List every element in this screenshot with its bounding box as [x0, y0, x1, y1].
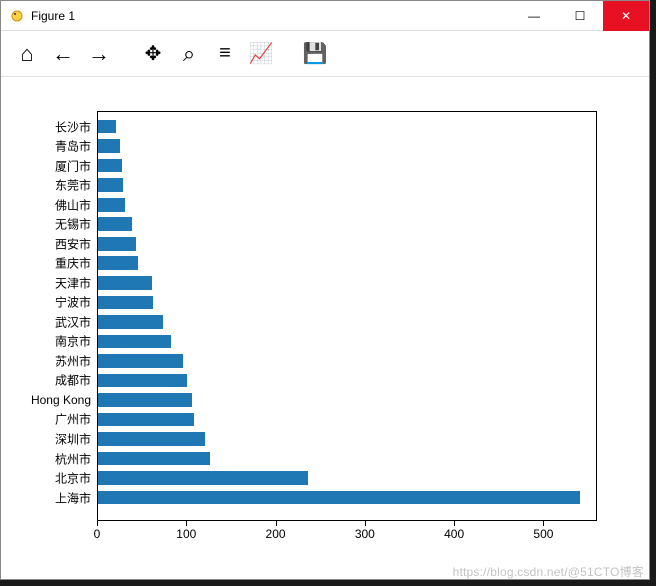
- x-axis-label: 500: [533, 527, 553, 541]
- figure-window: Figure 1 — ☐ ✕ ⌂←→ ✥⌕≡📈 💾 长沙市青岛市厦门市东莞市佛山市无…: [0, 0, 650, 580]
- y-axis-label: 南京市: [17, 333, 91, 350]
- window-controls: — ☐ ✕: [511, 1, 649, 30]
- x-axis-label: 400: [444, 527, 464, 541]
- bar: [98, 276, 152, 290]
- y-axis-label: 长沙市: [17, 118, 91, 135]
- y-axis-label: 佛山市: [17, 196, 91, 213]
- y-axis-label: 广州市: [17, 411, 91, 428]
- bar: [98, 452, 210, 466]
- bar: [98, 159, 122, 173]
- bar: [98, 217, 132, 231]
- y-axis-label: 北京市: [17, 470, 91, 487]
- bar: [98, 256, 138, 270]
- back-icon[interactable]: ←: [45, 36, 81, 72]
- bar: [98, 120, 116, 134]
- minimize-button[interactable]: —: [511, 1, 557, 31]
- bar-chart: 长沙市青岛市厦门市东莞市佛山市无锡市西安市重庆市天津市宁波市武汉市南京市苏州市成…: [17, 99, 613, 551]
- y-axis-label: 成都市: [17, 372, 91, 389]
- y-axis-label: 天津市: [17, 274, 91, 291]
- y-axis-label: 重庆市: [17, 255, 91, 272]
- y-axis-label: 杭州市: [17, 450, 91, 467]
- y-axis-label: 青岛市: [17, 138, 91, 155]
- y-axis-label: 无锡市: [17, 216, 91, 233]
- y-axis-label: 苏州市: [17, 352, 91, 369]
- axes-icon[interactable]: 📈: [243, 36, 279, 72]
- x-axis-label: 100: [176, 527, 196, 541]
- bar: [98, 139, 120, 153]
- x-tick: [365, 521, 366, 526]
- bar: [98, 178, 123, 192]
- x-axis-label: 300: [355, 527, 375, 541]
- y-axis-label: 深圳市: [17, 431, 91, 448]
- y-axis-label: Hong Kong: [17, 393, 91, 407]
- maximize-button[interactable]: ☐: [557, 1, 603, 31]
- forward-icon[interactable]: →: [81, 36, 117, 72]
- close-button[interactable]: ✕: [603, 1, 649, 31]
- y-axis-label: 宁波市: [17, 294, 91, 311]
- bar: [98, 374, 187, 388]
- bar: [98, 471, 308, 485]
- bar: [98, 393, 192, 407]
- y-axis-label: 上海市: [17, 489, 91, 506]
- bar: [98, 198, 125, 212]
- x-tick: [543, 521, 544, 526]
- x-tick: [454, 521, 455, 526]
- y-axis-label: 西安市: [17, 235, 91, 252]
- home-icon[interactable]: ⌂: [9, 36, 45, 72]
- bar: [98, 413, 194, 427]
- titlebar: Figure 1 — ☐ ✕: [1, 1, 649, 31]
- y-axis-label: 厦门市: [17, 157, 91, 174]
- window-title: Figure 1: [31, 9, 511, 23]
- chart-area: 长沙市青岛市厦门市东莞市佛山市无锡市西安市重庆市天津市宁波市武汉市南京市苏州市成…: [1, 77, 649, 579]
- x-tick: [276, 521, 277, 526]
- bar: [98, 315, 163, 329]
- bar: [98, 335, 171, 349]
- x-tick: [97, 521, 98, 526]
- y-axis-label: 东莞市: [17, 177, 91, 194]
- bar: [98, 432, 205, 446]
- pan-icon[interactable]: ✥: [135, 36, 171, 72]
- toolbar: ⌂←→ ✥⌕≡📈 💾: [1, 31, 649, 77]
- y-axis-label: 武汉市: [17, 313, 91, 330]
- x-axis-label: 0: [94, 527, 101, 541]
- bar: [98, 237, 136, 251]
- bar: [98, 354, 183, 368]
- bar: [98, 296, 153, 310]
- zoom-icon[interactable]: ⌕: [171, 36, 207, 72]
- app-icon: [9, 8, 25, 24]
- save-icon[interactable]: 💾: [297, 36, 333, 72]
- x-axis-label: 200: [266, 527, 286, 541]
- bar: [98, 491, 580, 505]
- subplots-icon[interactable]: ≡: [207, 36, 243, 72]
- x-tick: [186, 521, 187, 526]
